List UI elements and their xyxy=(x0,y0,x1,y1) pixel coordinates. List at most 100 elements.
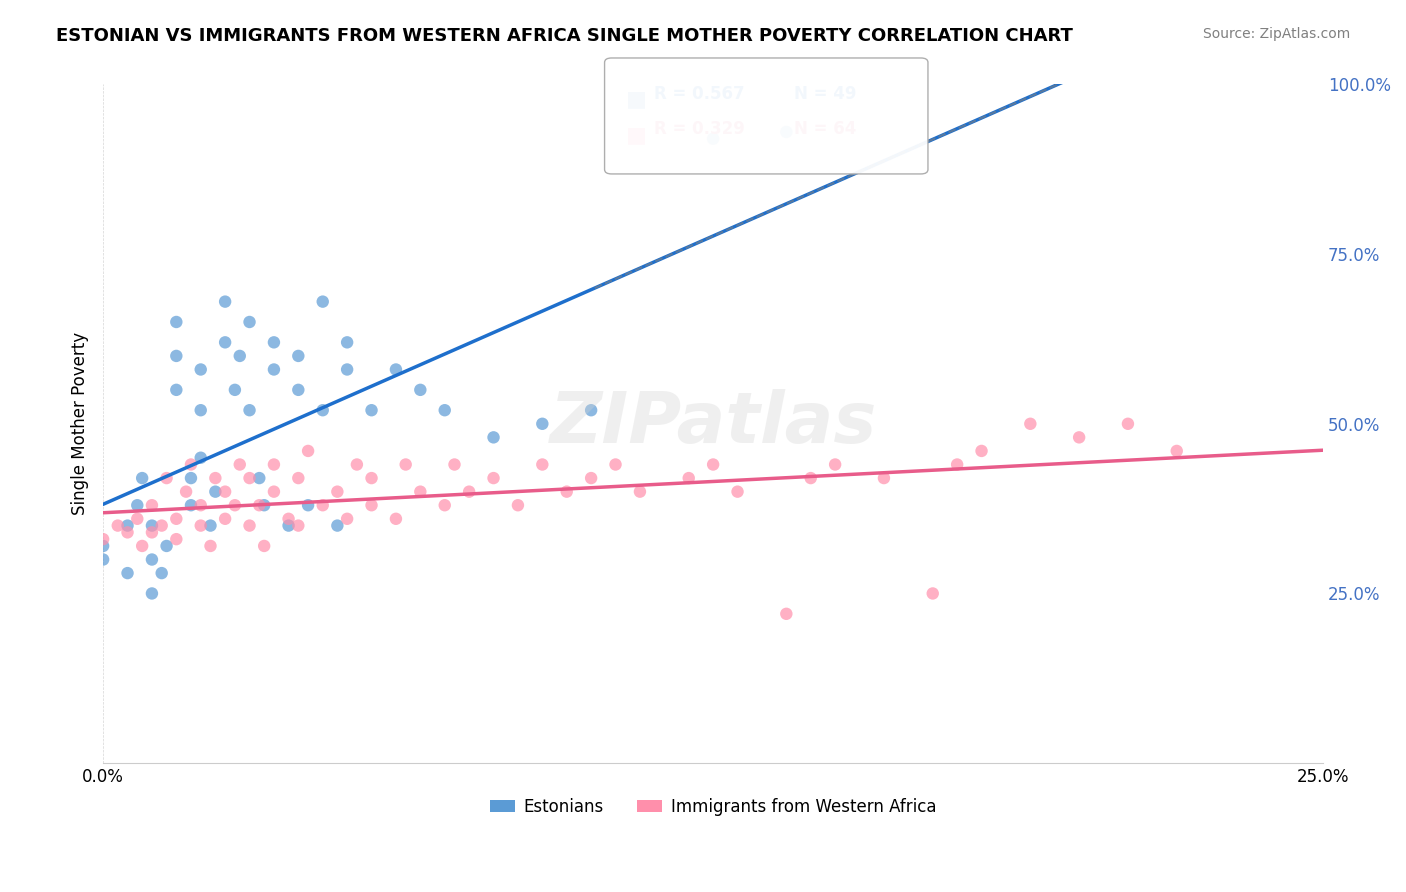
Point xyxy=(214,294,236,309)
Point xyxy=(277,518,299,533)
Point xyxy=(800,471,823,485)
Point xyxy=(555,484,578,499)
Point xyxy=(263,484,285,499)
Point xyxy=(678,471,700,485)
Point xyxy=(229,349,252,363)
Point xyxy=(921,586,943,600)
Point xyxy=(312,294,335,309)
Point xyxy=(433,403,456,417)
Point xyxy=(238,403,260,417)
Text: R = 0.567: R = 0.567 xyxy=(654,85,744,103)
Point xyxy=(1069,430,1091,444)
Legend: Estonians, Immigrants from Western Africa: Estonians, Immigrants from Western Afric… xyxy=(484,791,942,822)
Point xyxy=(775,607,797,621)
Point xyxy=(165,512,187,526)
Point xyxy=(91,539,114,553)
Point xyxy=(224,383,246,397)
Point xyxy=(204,484,226,499)
Point xyxy=(336,335,359,350)
Point xyxy=(141,586,163,600)
Point xyxy=(263,458,285,472)
Text: ■: ■ xyxy=(626,89,647,109)
Point xyxy=(190,450,212,465)
Point xyxy=(174,484,197,499)
Point xyxy=(253,498,276,512)
Point xyxy=(1019,417,1042,431)
Point xyxy=(247,498,270,512)
Point xyxy=(458,484,481,499)
Point xyxy=(180,498,202,512)
Point xyxy=(312,498,335,512)
Point xyxy=(336,512,359,526)
Point xyxy=(263,335,285,350)
Point xyxy=(297,444,319,458)
Point xyxy=(287,349,309,363)
Point xyxy=(531,458,554,472)
Text: ZIPatlas: ZIPatlas xyxy=(550,389,877,458)
Point xyxy=(141,552,163,566)
Point xyxy=(190,518,212,533)
Point xyxy=(190,362,212,376)
Point xyxy=(214,484,236,499)
Text: ■: ■ xyxy=(626,125,647,145)
Point xyxy=(117,518,139,533)
Point xyxy=(824,458,846,472)
Point xyxy=(165,315,187,329)
Point xyxy=(131,539,153,553)
Point xyxy=(117,566,139,580)
Point xyxy=(579,403,602,417)
Point xyxy=(141,518,163,533)
Point xyxy=(253,539,276,553)
Point xyxy=(238,518,260,533)
Point xyxy=(970,444,993,458)
Point xyxy=(409,484,432,499)
Point xyxy=(131,471,153,485)
Point xyxy=(482,430,505,444)
Point xyxy=(204,471,226,485)
Point xyxy=(1166,444,1188,458)
Point xyxy=(141,498,163,512)
Y-axis label: Single Mother Poverty: Single Mother Poverty xyxy=(72,332,89,516)
Point xyxy=(443,458,465,472)
Point xyxy=(107,518,129,533)
Point xyxy=(127,498,149,512)
Point xyxy=(360,471,382,485)
Point xyxy=(229,458,252,472)
Point xyxy=(200,518,222,533)
Point xyxy=(150,518,173,533)
Point xyxy=(190,498,212,512)
Text: N = 49: N = 49 xyxy=(794,85,856,103)
Point xyxy=(287,471,309,485)
Text: R = 0.329: R = 0.329 xyxy=(654,120,745,138)
Point xyxy=(727,484,749,499)
Point xyxy=(200,539,222,553)
Point xyxy=(312,403,335,417)
Point xyxy=(628,484,651,499)
Point xyxy=(150,566,173,580)
Point xyxy=(165,532,187,546)
Point xyxy=(482,471,505,485)
Point xyxy=(326,518,349,533)
Point xyxy=(155,539,177,553)
Point xyxy=(190,403,212,417)
Point xyxy=(263,362,285,376)
Point xyxy=(91,532,114,546)
Point xyxy=(165,349,187,363)
Text: ESTONIAN VS IMMIGRANTS FROM WESTERN AFRICA SINGLE MOTHER POVERTY CORRELATION CHA: ESTONIAN VS IMMIGRANTS FROM WESTERN AFRI… xyxy=(56,27,1073,45)
Point xyxy=(117,525,139,540)
Point xyxy=(873,471,896,485)
Point xyxy=(433,498,456,512)
Point xyxy=(297,498,319,512)
Point xyxy=(287,383,309,397)
Point xyxy=(224,498,246,512)
Point xyxy=(702,132,724,146)
Point xyxy=(385,512,408,526)
Text: N = 64: N = 64 xyxy=(794,120,856,138)
Point xyxy=(238,315,260,329)
Point xyxy=(91,552,114,566)
Point xyxy=(277,512,299,526)
Point xyxy=(214,512,236,526)
Point xyxy=(180,471,202,485)
Point xyxy=(238,471,260,485)
Point xyxy=(165,383,187,397)
